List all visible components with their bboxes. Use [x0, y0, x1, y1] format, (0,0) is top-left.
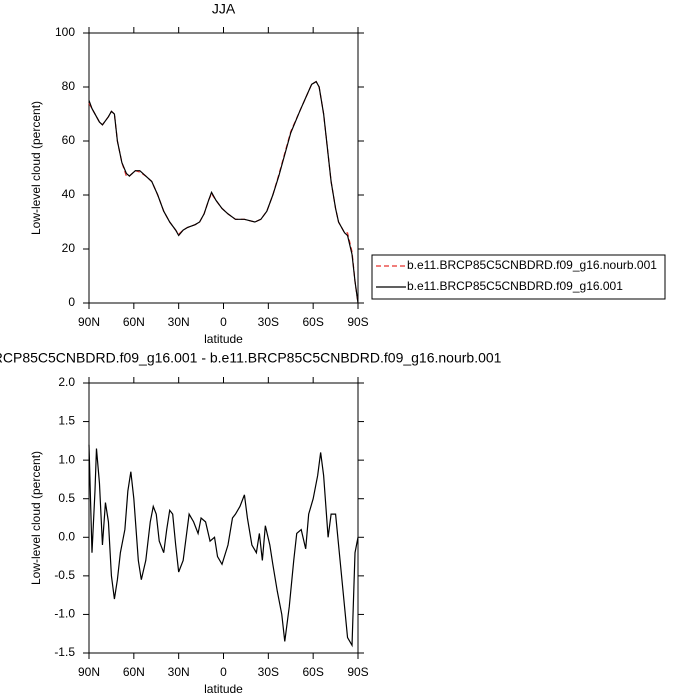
y-tick-label: -0.5 [54, 568, 75, 582]
x-tick-label: 90S [347, 315, 368, 329]
x-tick-label: 30S [258, 665, 279, 679]
y-tick-label: 1.5 [58, 414, 75, 428]
y-tick-label: -1.5 [54, 645, 75, 659]
data-line [88, 80, 359, 304]
y-tick-label: 100 [55, 25, 75, 39]
y-tick-label: 40 [62, 187, 76, 201]
x-axis-label: latitude [204, 332, 243, 346]
legend-label: b.e11.BRCP85C5CNBDRD.f09_g16.001 [407, 279, 623, 293]
data-line [88, 444, 359, 648]
chart-title: JJA [212, 1, 236, 17]
chart-title: b.e11.BRCP85C5CNBDRD.f09_g16.001 - b.e11… [0, 350, 502, 366]
x-tick-label: 30N [168, 315, 190, 329]
y-tick-label: 80 [62, 79, 76, 93]
x-tick-label: 90N [78, 665, 100, 679]
y-tick-label: 0 [68, 295, 75, 309]
y-tick-label: 60 [62, 133, 76, 147]
x-tick-label: 90N [78, 315, 100, 329]
x-tick-label: 90S [347, 665, 368, 679]
x-tick-label: 60S [302, 315, 323, 329]
y-tick-label: -1.0 [54, 607, 75, 621]
y-axis-label: Low-level cloud (percent) [29, 101, 43, 235]
x-tick-label: 30N [168, 665, 190, 679]
x-tick-label: 30S [258, 315, 279, 329]
x-tick-label: 60N [123, 315, 145, 329]
x-axis-label: latitude [204, 682, 243, 696]
y-tick-label: 0.0 [58, 529, 75, 543]
legend-box [371, 254, 666, 300]
plot-frame [88, 32, 359, 304]
y-tick-label: 20 [62, 241, 76, 255]
x-tick-label: 0 [220, 665, 227, 679]
y-tick-label: 1.0 [58, 452, 75, 466]
x-tick-label: 60N [123, 665, 145, 679]
x-tick-label: 60S [302, 665, 323, 679]
y-axis-label: Low-level cloud (percent) [29, 451, 43, 585]
plot-frame [88, 382, 359, 654]
data-line [88, 80, 359, 304]
y-tick-label: 2.0 [58, 375, 75, 389]
legend-label: b.e11.BRCP85C5CNBDRD.f09_g16.nourb.001 [407, 258, 657, 272]
x-tick-label: 0 [220, 315, 227, 329]
y-tick-label: 0.5 [58, 491, 75, 505]
